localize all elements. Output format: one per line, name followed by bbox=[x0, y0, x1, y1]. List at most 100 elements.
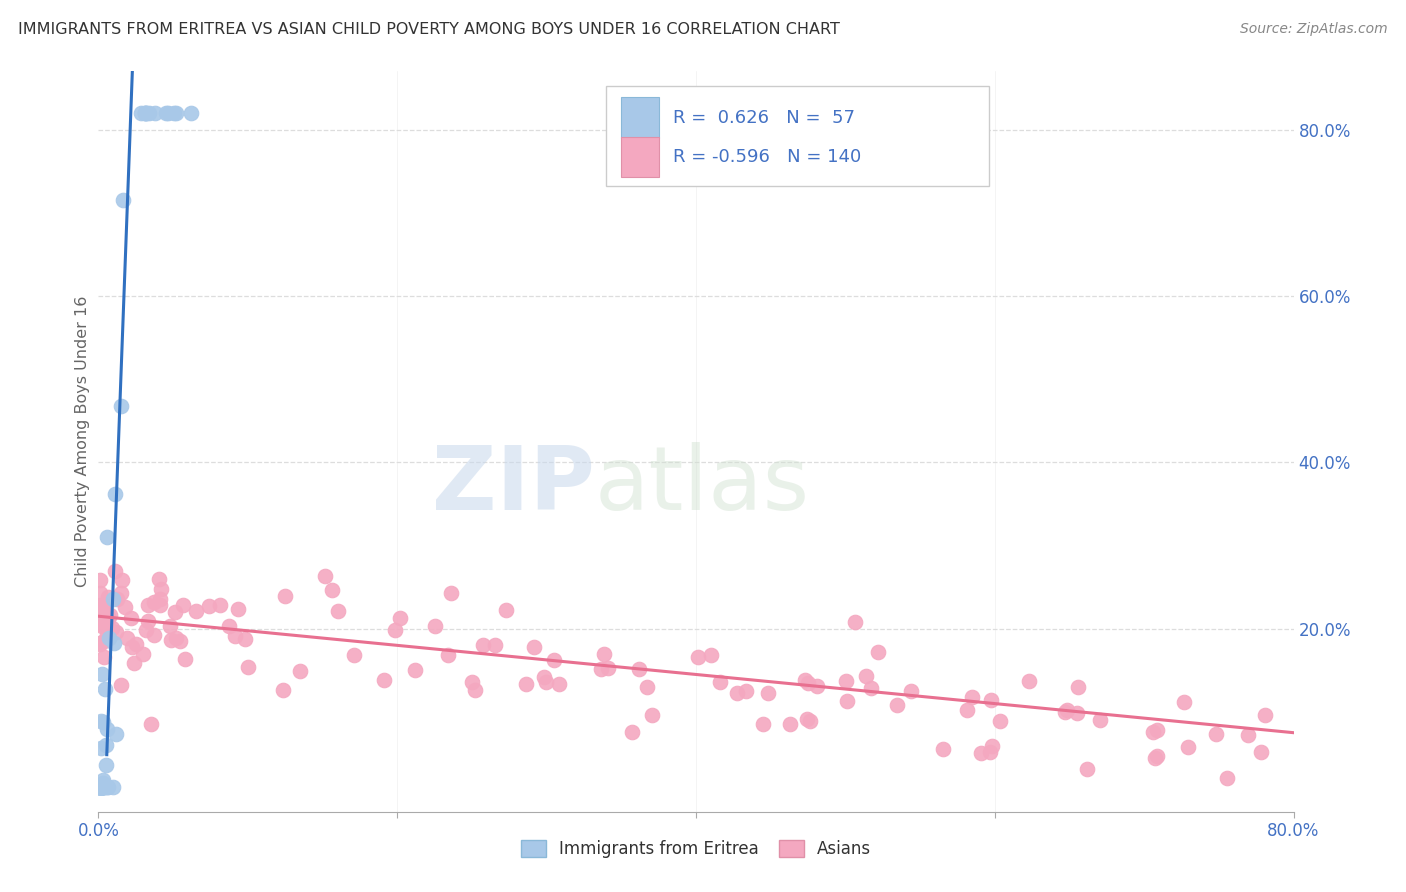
Point bbox=[93, 780, 115, 794]
Point bbox=[91, 772, 114, 787]
Point bbox=[90, 780, 112, 794]
Point bbox=[96, 780, 118, 794]
Point bbox=[89, 635, 111, 649]
Point bbox=[271, 682, 294, 697]
Point bbox=[900, 684, 922, 698]
Point bbox=[135, 624, 157, 638]
Point bbox=[87, 780, 110, 794]
Point bbox=[89, 780, 111, 794]
Point bbox=[110, 586, 132, 600]
Point bbox=[209, 599, 232, 613]
Point bbox=[89, 637, 111, 651]
Point bbox=[981, 739, 1004, 754]
Point bbox=[97, 612, 120, 626]
Point bbox=[94, 681, 117, 696]
Point bbox=[97, 591, 120, 605]
Point bbox=[155, 106, 177, 120]
Point bbox=[143, 594, 166, 608]
Point bbox=[523, 640, 546, 655]
Point bbox=[91, 610, 114, 624]
Point bbox=[91, 780, 114, 794]
Point bbox=[321, 583, 343, 598]
Point bbox=[886, 698, 908, 713]
Point bbox=[166, 632, 188, 646]
Point bbox=[135, 106, 157, 120]
Point bbox=[91, 667, 114, 681]
Point bbox=[627, 662, 650, 676]
Point bbox=[859, 681, 882, 695]
Point bbox=[198, 599, 221, 613]
Point bbox=[89, 599, 111, 613]
Point bbox=[115, 631, 138, 645]
Point bbox=[752, 716, 775, 731]
Point bbox=[94, 758, 117, 772]
Point bbox=[91, 776, 114, 790]
Point bbox=[172, 598, 194, 612]
Point bbox=[93, 649, 115, 664]
Point bbox=[734, 684, 756, 698]
Point bbox=[533, 670, 555, 684]
Point bbox=[180, 106, 202, 120]
Point bbox=[89, 573, 111, 587]
Point bbox=[104, 625, 127, 640]
Point bbox=[103, 636, 125, 650]
Point bbox=[799, 714, 821, 729]
Point bbox=[94, 780, 117, 794]
Point bbox=[101, 592, 124, 607]
Text: Source: ZipAtlas.com: Source: ZipAtlas.com bbox=[1240, 22, 1388, 37]
Point bbox=[110, 677, 132, 691]
Point bbox=[143, 628, 166, 642]
Point bbox=[134, 106, 156, 120]
Point bbox=[425, 618, 447, 632]
Point bbox=[104, 564, 127, 578]
Point bbox=[343, 648, 366, 662]
Point bbox=[700, 648, 723, 662]
Point bbox=[91, 780, 114, 794]
Point bbox=[149, 598, 172, 612]
Point bbox=[159, 618, 181, 632]
Point bbox=[105, 592, 128, 607]
Point bbox=[141, 717, 163, 731]
Point bbox=[125, 637, 148, 651]
Point bbox=[97, 780, 120, 794]
Point bbox=[844, 615, 866, 629]
Text: ZIP: ZIP bbox=[432, 442, 595, 530]
Point bbox=[98, 632, 121, 646]
Point bbox=[120, 611, 142, 625]
Point bbox=[89, 615, 111, 629]
Point bbox=[979, 745, 1001, 759]
Point bbox=[89, 780, 111, 794]
Point bbox=[148, 592, 170, 607]
Point bbox=[437, 648, 460, 663]
Point bbox=[101, 780, 124, 794]
Point bbox=[1056, 703, 1078, 717]
Point bbox=[97, 608, 120, 623]
Point bbox=[186, 605, 208, 619]
Point bbox=[165, 106, 187, 120]
Point bbox=[89, 780, 111, 794]
Point bbox=[598, 661, 620, 675]
Point bbox=[134, 106, 156, 120]
Point bbox=[515, 676, 537, 690]
Point bbox=[91, 780, 114, 794]
Point bbox=[288, 664, 311, 678]
Point bbox=[226, 602, 249, 616]
Point bbox=[90, 780, 112, 794]
Point bbox=[100, 607, 122, 622]
Point bbox=[89, 608, 111, 623]
Point bbox=[1177, 739, 1199, 754]
Point bbox=[93, 633, 115, 648]
Point bbox=[548, 677, 571, 691]
Point bbox=[835, 693, 858, 707]
Point bbox=[110, 399, 132, 413]
Point bbox=[149, 582, 172, 596]
Point bbox=[1215, 772, 1237, 786]
Point bbox=[461, 675, 484, 690]
Point bbox=[89, 635, 111, 649]
Point bbox=[143, 106, 166, 120]
Point bbox=[114, 600, 136, 615]
Point bbox=[960, 690, 983, 704]
FancyBboxPatch shape bbox=[606, 87, 988, 186]
Point bbox=[636, 680, 658, 694]
Point bbox=[93, 714, 115, 729]
